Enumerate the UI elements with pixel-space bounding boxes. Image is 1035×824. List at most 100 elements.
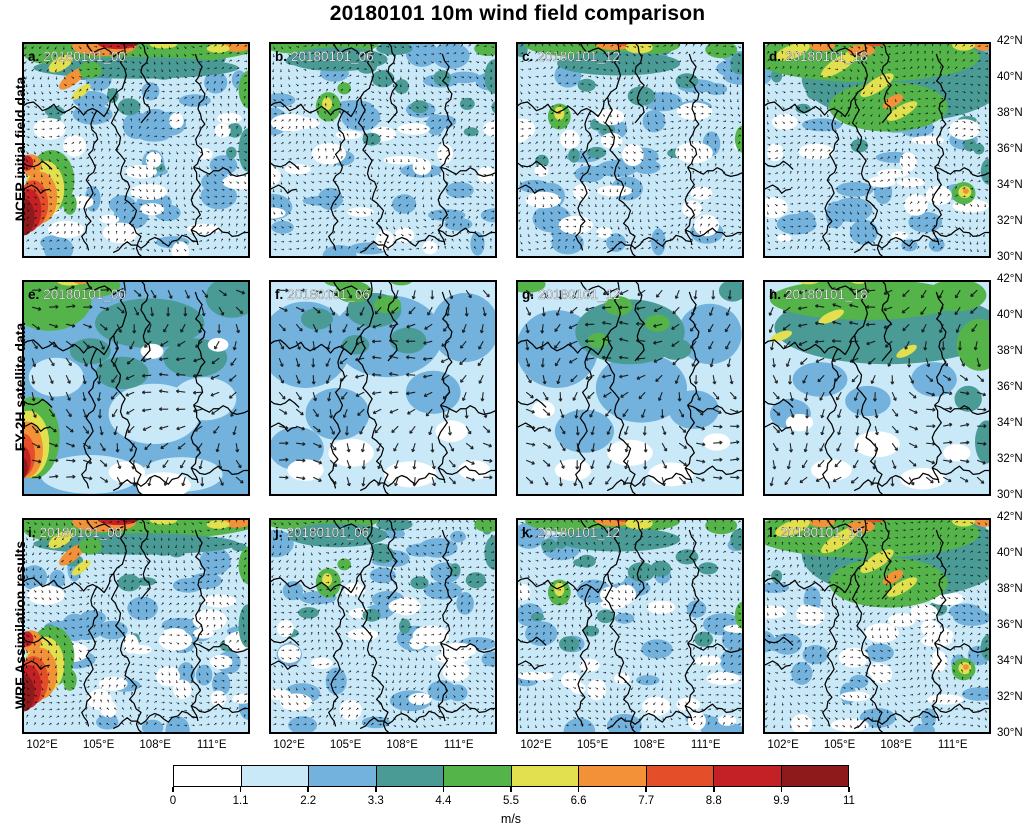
colorbar-tick <box>375 787 377 792</box>
lat-tick-label: 40°N <box>997 71 1023 83</box>
panel-label-b: b. 20180101_06 <box>275 49 374 64</box>
panel-label-h: h. 20180101_18 <box>769 287 868 302</box>
wind-vectors <box>518 519 742 729</box>
province-borders <box>763 42 991 258</box>
panel-label-l: l. 20180101_18 <box>769 525 863 540</box>
wind-speed-field <box>269 42 497 258</box>
map-canvas-e: e. 20180101_00 <box>22 280 250 496</box>
lon-tick-label: 108°E <box>633 739 665 751</box>
lat-tick-label: 38°N <box>997 107 1023 119</box>
map-panel-g: g. 20180101_12 <box>516 280 744 496</box>
province-borders <box>22 42 250 258</box>
colorbar-tick <box>307 787 309 792</box>
panel-frame <box>22 280 250 496</box>
lon-tick-label: 105°E <box>82 739 115 751</box>
map-panel-a: a. 20180101_00 <box>22 42 250 258</box>
panel-label-a: a. 20180101_00 <box>28 49 126 64</box>
wind-vectors <box>765 519 989 729</box>
colorbar-cell-6 <box>579 766 647 786</box>
colorbar-tick <box>645 787 647 792</box>
lon-tick-label: 102°E <box>767 739 799 751</box>
wind-speed-field <box>516 280 744 496</box>
colorbar-cell-3 <box>376 766 444 786</box>
wind-speed-field <box>22 518 250 734</box>
lat-tick-label: 32°N <box>997 453 1023 465</box>
wind-speed-field <box>269 280 497 496</box>
map-canvas-b: b. 20180101_06 <box>269 42 497 258</box>
wind-vectors <box>272 43 495 251</box>
lat-tick-label: 34°N <box>997 655 1023 667</box>
lon-tick-label: 111°E <box>937 739 968 751</box>
lon-tick-label: 108°E <box>386 739 418 751</box>
province-borders <box>269 518 497 734</box>
wind-vectors <box>518 43 742 252</box>
panel-label-e: e. 20180101_00 <box>28 287 126 302</box>
map-canvas-g: g. 20180101_12 <box>516 280 744 496</box>
figure-title: 20180101 10m wind field comparison <box>329 2 706 25</box>
province-borders <box>516 42 744 258</box>
panel-frame <box>269 518 497 734</box>
colorbar-tick-label: 4.4 <box>435 795 452 807</box>
lat-tick-label: 40°N <box>997 309 1023 321</box>
wind-vectors <box>278 288 493 487</box>
colorbar-tick-label: 6.6 <box>570 795 587 807</box>
map-canvas-h: h. 20180101_18 <box>763 280 991 496</box>
colorbar-tick <box>577 787 580 792</box>
wind-vectors <box>31 285 246 487</box>
colorbar-cell-1 <box>241 766 309 786</box>
province-borders <box>22 518 250 734</box>
map-panel-c: c. 20180101_12 <box>516 42 744 258</box>
colorbar-tick-label: 2.2 <box>300 795 317 807</box>
lon-tick-label: 111°E <box>443 739 474 751</box>
panel-frame <box>269 280 497 496</box>
map-canvas-a: a. 20180101_00 <box>22 42 250 258</box>
panel-label-f: f. 20180101_06 <box>275 287 370 302</box>
wind-speed-field <box>763 518 991 734</box>
lon-tick-label: 105°E <box>576 739 609 751</box>
lat-tick-label: 42°N <box>997 273 1023 285</box>
lat-tick-label: 36°N <box>997 143 1023 155</box>
panel-label-d: d. 20180101_18 <box>769 49 868 64</box>
colorbar-cell-4 <box>444 766 512 786</box>
wind-speed-field <box>22 280 250 496</box>
colorbar-tick <box>510 787 512 792</box>
wind-vectors <box>768 287 987 487</box>
colorbar-cell-0 <box>174 766 242 786</box>
lon-tick-label: 108°E <box>139 739 171 751</box>
wind-speed-field <box>763 280 991 496</box>
lat-tick-label: 42°N <box>997 511 1023 523</box>
wind-speed-field <box>269 518 497 734</box>
province-borders <box>763 280 991 496</box>
lon-tick-label: 102°E <box>26 739 58 751</box>
wind-vectors <box>25 519 248 727</box>
wind-speed-field <box>516 42 744 258</box>
province-borders <box>763 518 991 734</box>
colorbar-tick <box>239 787 242 792</box>
panel-frame <box>516 518 744 734</box>
colorbar-unit: m/s <box>500 812 522 824</box>
lon-tick-label: 102°E <box>520 739 552 751</box>
panel-frame <box>22 42 250 258</box>
map-canvas-k: k. 20180101_12 <box>516 518 744 734</box>
wind-vectors <box>23 44 248 253</box>
colorbar-cell-8 <box>714 766 782 786</box>
colorbar-cell-2 <box>309 766 377 786</box>
colorbar-cell-7 <box>646 766 714 786</box>
colorbar-tick-label: 8.8 <box>705 795 722 807</box>
panel-frame <box>763 518 991 734</box>
colorbar-tick <box>172 787 174 792</box>
panel-label-g: g. 20180101_12 <box>522 287 621 302</box>
lat-tick-label: 30°N <box>997 251 1023 263</box>
wind-speed-field <box>516 518 744 734</box>
colorbar-tick-label: 0 <box>169 795 177 807</box>
lon-tick-label: 111°E <box>196 739 227 751</box>
row-label-2: WRF Assimilation results <box>12 540 28 710</box>
lat-tick-label: 36°N <box>997 619 1023 631</box>
row-label-0: NCEP initial field data <box>12 76 28 222</box>
colorbar-tick-label: 1.1 <box>232 795 249 807</box>
map-panel-f: f. 20180101_06 <box>269 280 497 496</box>
panel-label-j: j. 20180101_06 <box>274 525 369 540</box>
lat-tick-label: 34°N <box>997 417 1023 429</box>
panel-label-c: c. 20180101_12 <box>522 49 620 64</box>
row-label-1: FY-2H satellite data <box>12 322 28 452</box>
